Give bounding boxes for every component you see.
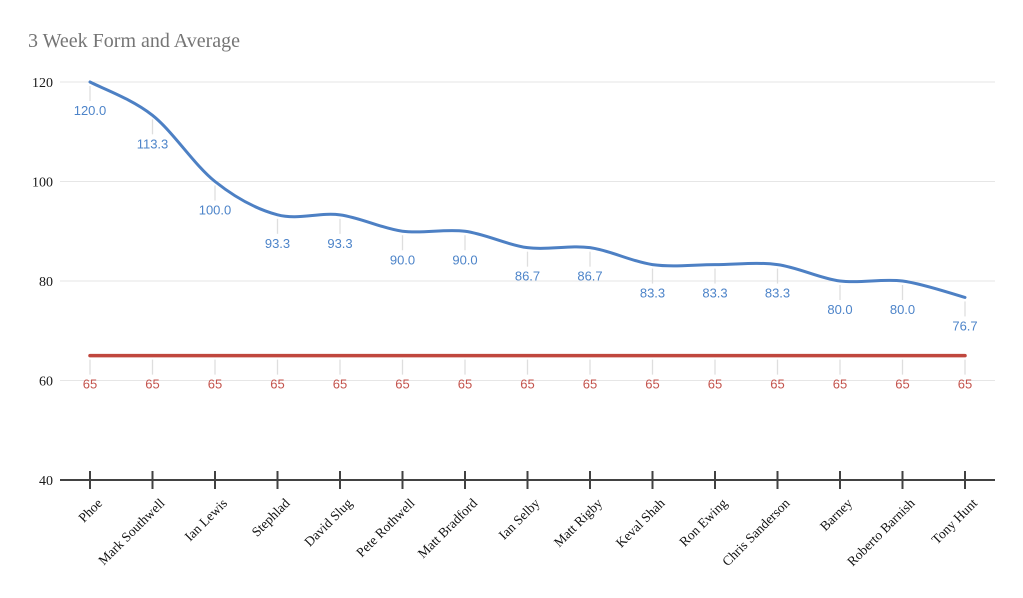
data-label-series-1: 80.0 — [890, 302, 915, 317]
data-label-series-2: 65 — [770, 377, 784, 392]
x-axis-category-label: Barney — [817, 495, 855, 533]
data-label-series-1: 113.3 — [137, 136, 169, 151]
data-label-series-2: 65 — [208, 377, 222, 392]
data-label-series-1: 100.0 — [199, 203, 232, 218]
x-axis-category-label: Mark Southwell — [95, 495, 168, 568]
y-axis-tick-label: 100 — [32, 176, 53, 191]
data-label-series-1: 86.7 — [515, 269, 540, 284]
data-label-series-2: 65 — [83, 377, 97, 392]
y-axis-tick-label: 40 — [39, 474, 53, 489]
data-label-series-1: 83.3 — [765, 286, 790, 301]
x-axis-category-label: Matt Rigby — [551, 495, 606, 550]
x-axis-category-label: Pete Rothwell — [353, 495, 418, 560]
x-axis-category-label: Stephlad — [249, 495, 293, 539]
data-label-series-2: 65 — [583, 377, 597, 392]
chart-title: 3 Week Form and Average — [28, 30, 241, 52]
data-label-series-2: 65 — [395, 377, 409, 392]
data-label-series-2: 65 — [270, 377, 284, 392]
x-axis-category-label: Roberto Barnish — [844, 495, 918, 569]
data-label-series-1: 93.3 — [265, 236, 290, 251]
x-axis-category-label: Ian Selby — [496, 495, 543, 542]
data-label-series-1: 80.0 — [827, 302, 852, 317]
data-label-series-1: 86.7 — [577, 269, 602, 284]
y-axis-tick-label: 80 — [39, 275, 53, 290]
x-axis-category-label: Ron Ewing — [676, 495, 730, 549]
x-axis-category-label: Phoe — [75, 496, 105, 526]
data-label-series-2: 65 — [645, 377, 659, 392]
data-label-series-2: 65 — [708, 377, 722, 392]
x-axis-category-label: Keval Shah — [613, 495, 668, 550]
data-label-series-1: 120.0 — [74, 103, 107, 118]
x-axis-category-label: Matt Bradford — [415, 495, 481, 561]
y-axis-tick-label: 120 — [32, 76, 53, 91]
data-label-series-2: 65 — [145, 377, 159, 392]
data-label-series-1: 93.3 — [327, 236, 352, 251]
data-label-series-2: 65 — [458, 377, 472, 392]
data-label-series-2: 65 — [333, 377, 347, 392]
data-label-series-1: 83.3 — [702, 286, 727, 301]
series-line-1[interactable] — [88, 80, 967, 299]
data-label-series-2: 65 — [895, 377, 909, 392]
data-label-series-1: 90.0 — [452, 252, 477, 267]
data-label-series-1: 76.7 — [952, 318, 977, 333]
data-label-series-2: 65 — [958, 377, 972, 392]
x-axis-category-label: Tony Hunt — [929, 495, 981, 547]
data-label-series-1: 83.3 — [640, 286, 665, 301]
x-axis-category-label: Ian Lewis — [182, 496, 231, 545]
x-axis-category-label: David Slug — [301, 495, 355, 549]
x-axis-category-label: Chris Sanderson — [719, 495, 793, 569]
data-label-series-1: 90.0 — [390, 252, 415, 267]
data-label-series-2: 65 — [833, 377, 847, 392]
y-axis-tick-label: 60 — [39, 375, 53, 390]
data-label-series-2: 65 — [520, 377, 534, 392]
